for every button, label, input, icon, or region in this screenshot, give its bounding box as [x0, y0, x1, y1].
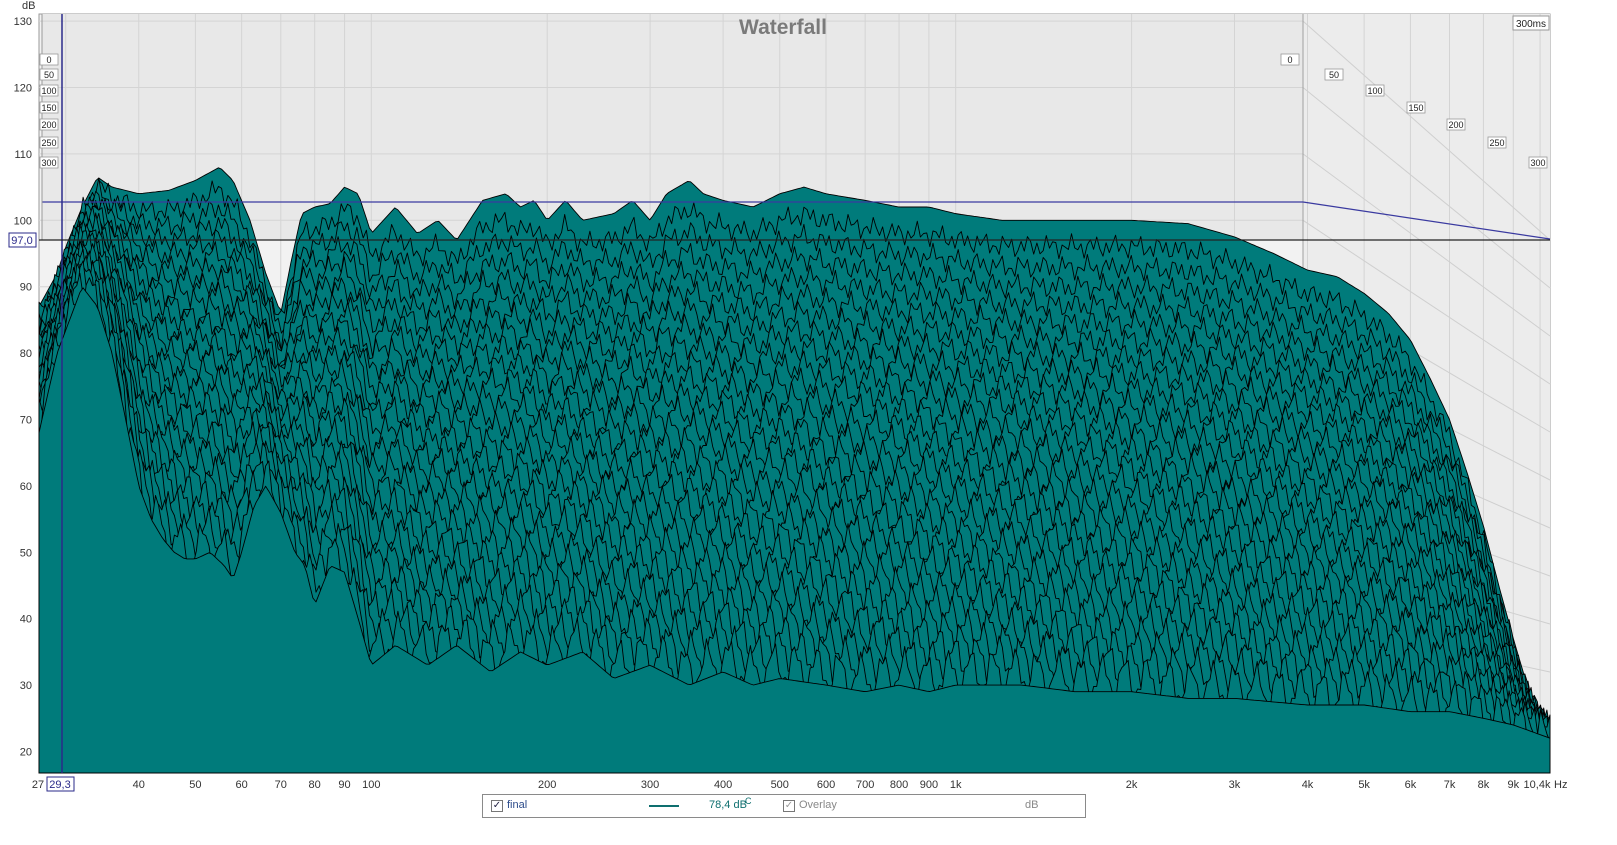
x-tick-label: 27 — [32, 779, 44, 791]
trace-weighting: C — [745, 796, 752, 806]
x-tick-label: 1k — [950, 779, 962, 791]
time-tick-left: 150 — [39, 101, 59, 114]
x-tick-label: 5k — [1358, 779, 1370, 791]
svg-text:0: 0 — [46, 55, 51, 65]
svg-text:300: 300 — [1530, 158, 1545, 168]
time-tick-right: 100 — [1365, 84, 1385, 97]
y-tick-label: 70 — [20, 415, 32, 427]
y-tick-label: 60 — [20, 481, 32, 493]
y-tick-label: 20 — [20, 747, 32, 759]
y-axis: 130 120 110 100 90 80 70 60 50 40 30 20 — [14, 16, 32, 758]
time-tick-left: 100 — [39, 84, 59, 97]
x-tick-label: 600 — [817, 779, 835, 791]
x-tick-label: 400 — [714, 779, 732, 791]
time-tick-left: 250 — [39, 136, 59, 149]
y-tick-label: 30 — [20, 680, 32, 692]
cursor[interactable]: 97,0 29,3 — [8, 14, 1550, 792]
trace-checkbox[interactable]: ✓ — [491, 800, 503, 812]
svg-text:100: 100 — [41, 86, 56, 96]
trace-name[interactable]: final — [507, 799, 528, 811]
waterfall-slices — [38, 167, 1551, 774]
x-tick-label: 200 — [538, 779, 556, 791]
x-axis-unit: Hz — [1554, 779, 1567, 791]
time-tick-left: 200 — [39, 118, 59, 131]
y-tick-label: 90 — [20, 282, 32, 294]
x-tick-label: 6k — [1405, 779, 1417, 791]
x-tick-label: 90 — [338, 779, 350, 791]
time-tick-right: 250 — [1487, 136, 1507, 149]
x-axis: 27 40 50 60 70 80 90 100 200 300 400 500 600 700 800 90… — [32, 779, 1551, 791]
svg-text:250: 250 — [1489, 138, 1504, 148]
svg-text:50: 50 — [44, 70, 54, 80]
cursor-y-readout: 97,0 — [11, 235, 32, 247]
unit-label: dB — [1025, 799, 1039, 811]
x-tick-label: 7k — [1444, 779, 1456, 791]
y-axis-label: dB — [22, 0, 35, 12]
overlay-label[interactable]: Overlay — [799, 799, 837, 811]
time-tick-right: 200 — [1446, 118, 1466, 131]
trace-value: 78,4 dB — [709, 799, 747, 811]
trace-line-swatch — [649, 805, 679, 807]
x-tick-label: 60 — [236, 779, 248, 791]
x-tick-label: 4k — [1302, 779, 1314, 791]
svg-text:250: 250 — [41, 138, 56, 148]
y-tick-label: 50 — [20, 547, 32, 559]
svg-text:0: 0 — [1287, 55, 1292, 65]
x-tick-label: 80 — [309, 779, 321, 791]
x-tick-label: 50 — [189, 779, 201, 791]
x-tick-label: 300 — [641, 779, 659, 791]
x-tick-label: 900 — [920, 779, 938, 791]
time-end-box: 300ms — [1512, 15, 1550, 31]
back-panel — [42, 14, 1303, 240]
time-tick-left: 300 — [39, 156, 59, 169]
svg-text:200: 200 — [1448, 120, 1463, 130]
x-tick-label: 800 — [890, 779, 908, 791]
x-tick-label: 3k — [1229, 779, 1241, 791]
time-tick-right: 50 — [1324, 68, 1344, 81]
waterfall-slice — [38, 277, 1551, 774]
svg-text:150: 150 — [1408, 103, 1423, 113]
x-tick-label: 40 — [133, 779, 145, 791]
svg-text:50: 50 — [1329, 70, 1339, 80]
x-tick-label: 100 — [362, 779, 380, 791]
y-tick-label: 80 — [20, 348, 32, 360]
svg-text:200: 200 — [41, 120, 56, 130]
chart-title: Waterfall — [739, 16, 827, 39]
svg-text:300: 300 — [41, 158, 56, 168]
y-tick-label: 100 — [14, 215, 32, 227]
time-tick-right: 0 — [1280, 53, 1300, 66]
y-tick-label: 40 — [20, 614, 32, 626]
y-tick-label: 130 — [14, 16, 32, 28]
y-tick-label: 110 — [14, 149, 32, 161]
svg-text:150: 150 — [41, 103, 56, 113]
svg-text:100: 100 — [1367, 86, 1382, 96]
y-tick-label: 120 — [14, 83, 32, 95]
cursor-x-readout: 29,3 — [49, 779, 70, 791]
x-tick-label: 700 — [856, 779, 874, 791]
time-tick-left: 50 — [39, 68, 59, 81]
x-tick-label: 9k — [1507, 779, 1519, 791]
time-end-label: 300ms — [1516, 19, 1546, 30]
x-tick-label: 500 — [771, 779, 789, 791]
x-tick-label: 10,4k — [1524, 779, 1551, 791]
time-tick-right: 150 — [1406, 101, 1426, 114]
x-tick-label: 2k — [1126, 779, 1138, 791]
overlay-checkbox[interactable]: ✓ — [783, 800, 795, 812]
legend-bar: ✓ final 78,4 dB C ✓ Overlay dB — [482, 794, 1086, 818]
x-tick-label: 70 — [275, 779, 287, 791]
time-tick-left: 0 — [39, 53, 59, 66]
time-tick-right: 300 — [1528, 156, 1548, 169]
waterfall-slice — [38, 287, 1551, 774]
x-tick-label: 8k — [1478, 779, 1490, 791]
time-axis: 0 50 100 150 200 250 300 0 50 100 150 200 250 300 — [39, 53, 1548, 169]
